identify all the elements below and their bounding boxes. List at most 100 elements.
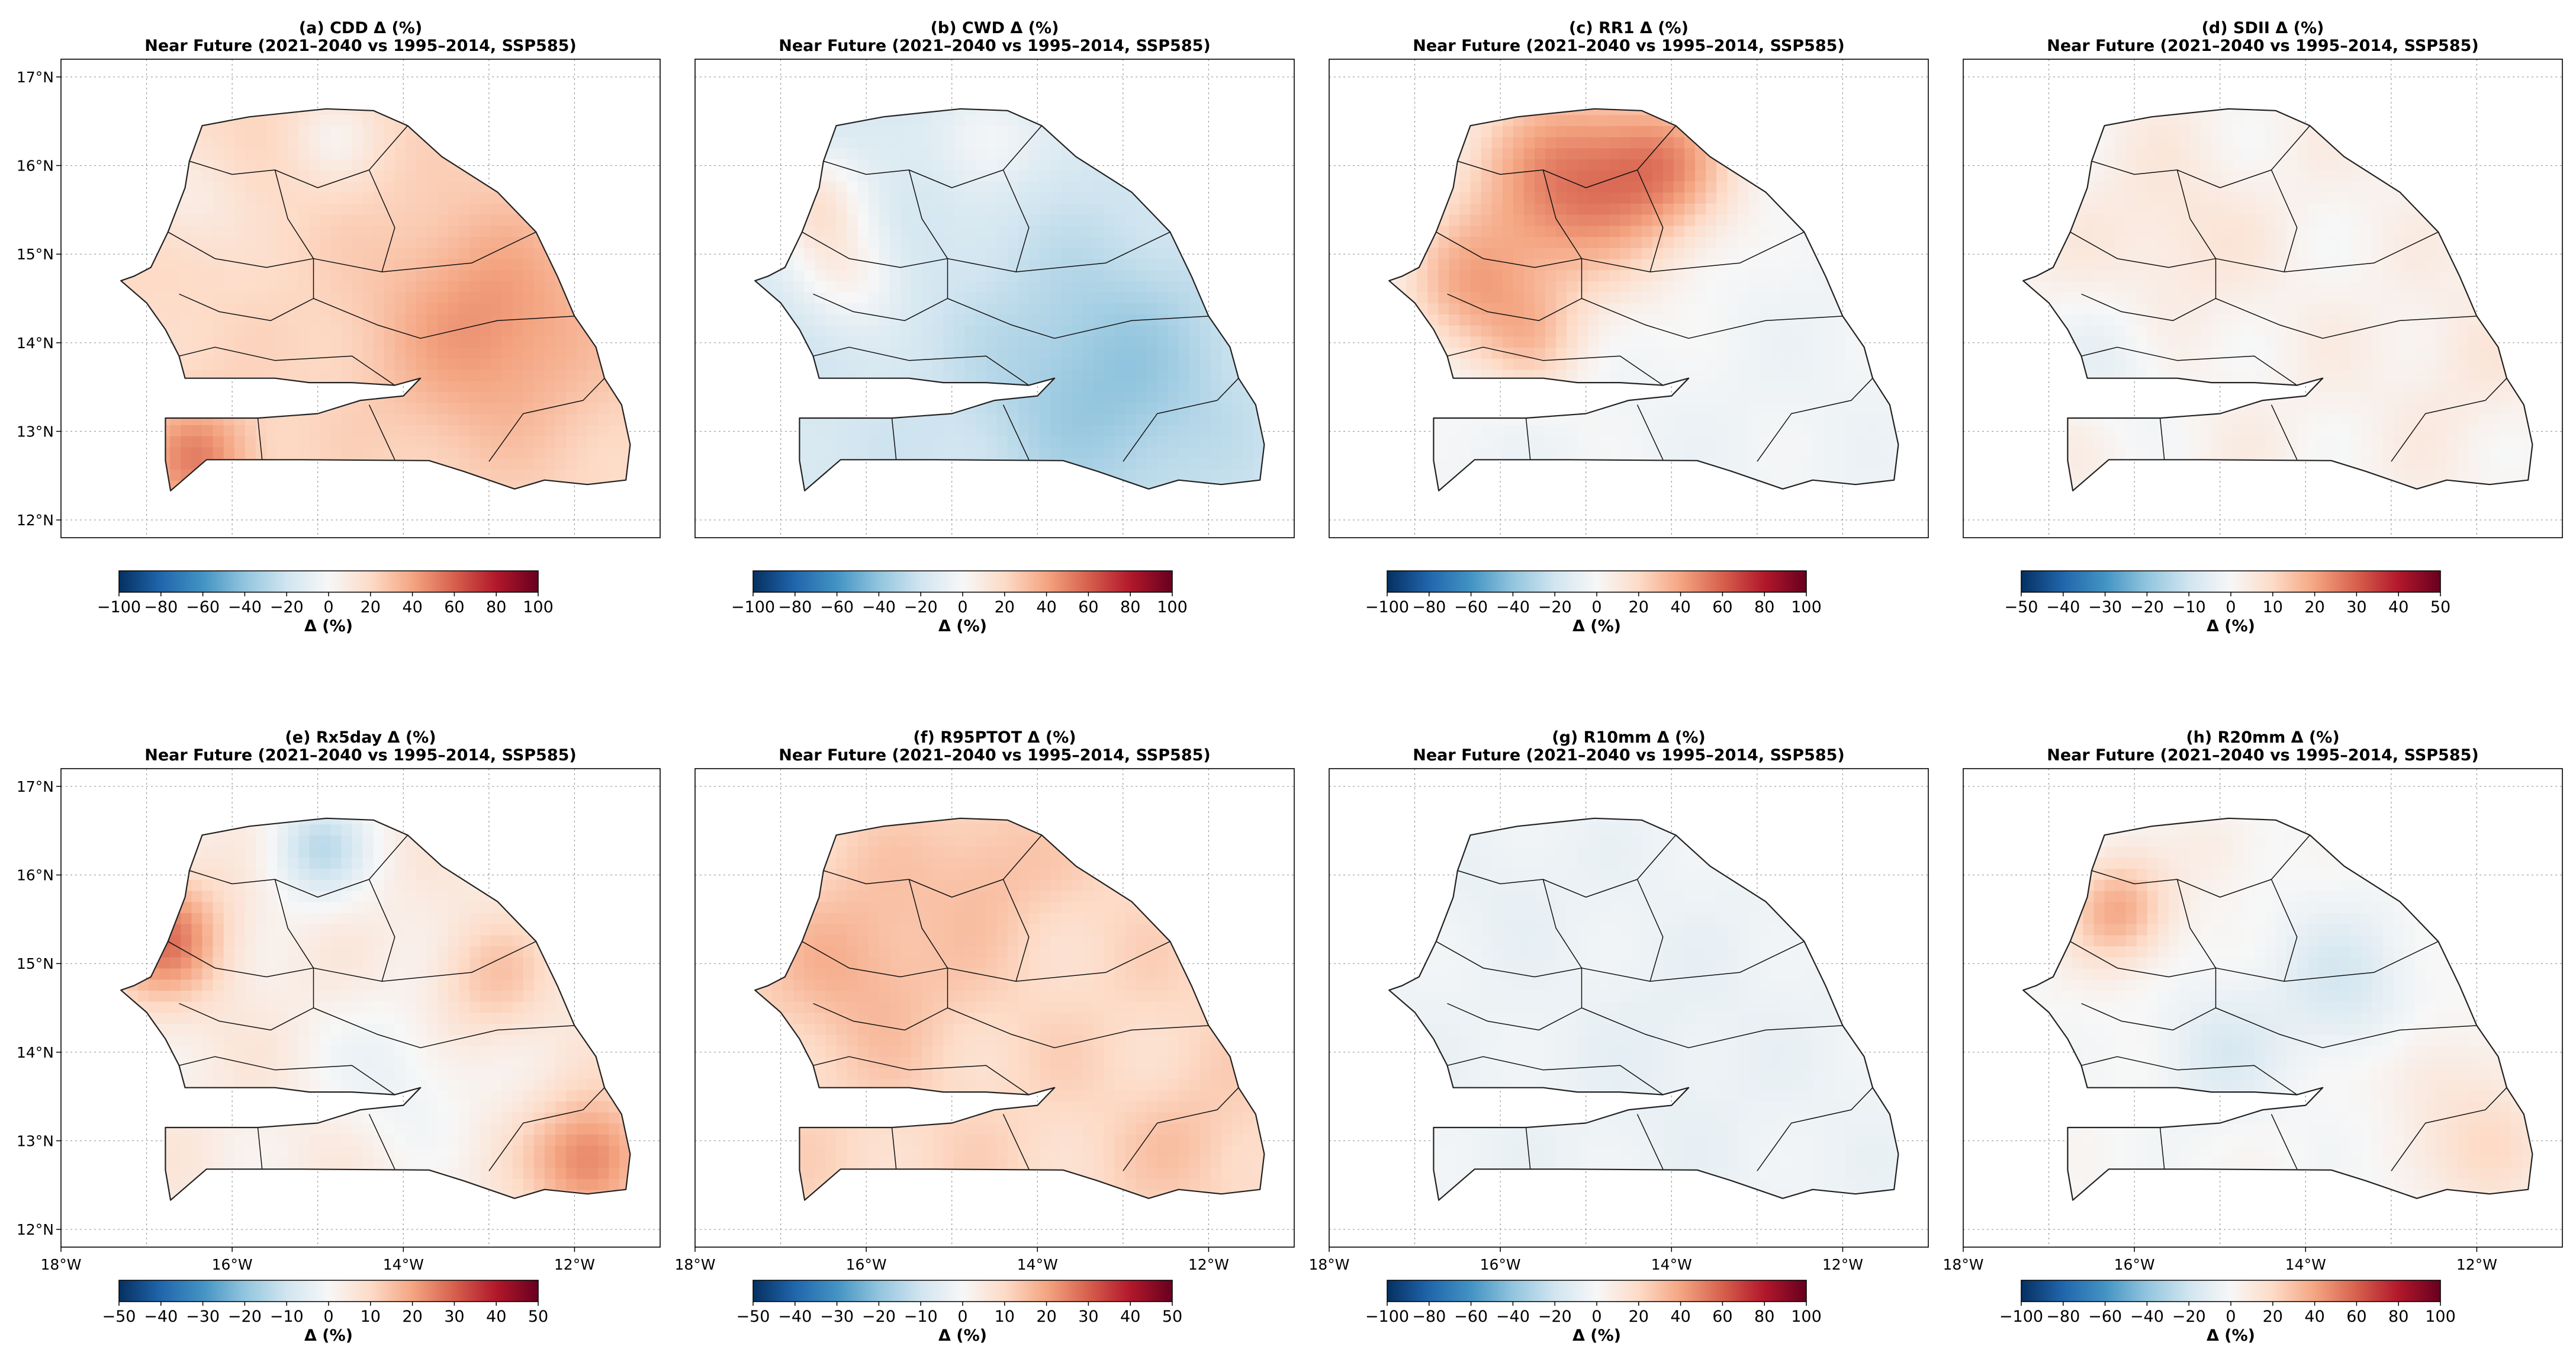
heatmap-cell [729, 391, 741, 403]
heatmap-cell [793, 203, 805, 215]
heatmap-cell [761, 380, 773, 392]
heatmap-cell [1577, 491, 1588, 503]
heatmap-cell [1082, 192, 1094, 204]
heatmap-cell [352, 159, 364, 171]
heatmap-cell [1609, 281, 1621, 293]
heatmap-cell [501, 269, 513, 281]
heatmap-cell [501, 458, 513, 470]
heatmap-cell [138, 425, 149, 436]
heatmap-cell [1406, 170, 1417, 182]
heatmap-cell [1406, 314, 1417, 326]
heatmap-cell [1523, 236, 1535, 248]
heatmap-cell [1491, 480, 1503, 491]
heatmap-cell [740, 115, 751, 127]
heatmap-cell [202, 358, 214, 370]
heatmap-cell [416, 446, 427, 459]
heatmap-cell [1211, 203, 1222, 215]
heatmap-cell [825, 236, 837, 248]
heatmap-cell [755, 391, 762, 403]
heatmap-cell [1028, 480, 1040, 491]
heatmap-cell [1189, 380, 1201, 392]
heatmap-cell [438, 358, 449, 370]
heatmap-cell [394, 126, 406, 137]
heatmap-cell [1523, 269, 1535, 281]
heatmap-cell [106, 159, 117, 171]
heatmap-cell [1389, 469, 1396, 481]
heatmap-cell [544, 281, 556, 293]
heatmap-cell [1114, 236, 1126, 248]
heatmap-cell [288, 336, 299, 348]
heatmap-cell [1093, 336, 1105, 348]
heatmap-cell [95, 414, 107, 426]
heatmap-cell [847, 303, 858, 314]
heatmap-cell [619, 314, 631, 326]
heatmap-cell [1264, 137, 1275, 149]
heatmap-cell [761, 214, 773, 226]
heatmap-cell [362, 380, 374, 392]
heatmap-cell [729, 425, 741, 436]
heatmap-cell [1481, 291, 1493, 304]
heatmap-cell [1028, 347, 1040, 359]
heatmap-cell [1642, 92, 1653, 104]
heatmap-cell [630, 358, 641, 370]
heatmap-cell [330, 425, 342, 436]
heatmap-cell [1050, 192, 1062, 204]
heatmap-cell [619, 435, 631, 448]
heatmap-cell [1620, 303, 1632, 314]
heatmap-cell [1200, 181, 1211, 193]
heatmap-cell [836, 170, 848, 182]
heatmap-cell [352, 425, 364, 436]
heatmap-cell [804, 170, 816, 182]
heatmap-cell [352, 225, 364, 237]
heatmap-cell [352, 192, 364, 204]
heatmap-cell [1275, 414, 1287, 426]
heatmap-cell [889, 281, 901, 293]
heatmap-cell [609, 92, 620, 104]
heatmap-cell [192, 491, 203, 503]
heatmap-cell [1481, 391, 1493, 403]
heatmap-cell [181, 380, 192, 392]
heatmap-cell [641, 236, 652, 248]
heatmap-cell [1577, 258, 1589, 271]
heatmap-cell [1470, 248, 1482, 259]
heatmap-cell [1275, 248, 1287, 259]
heatmap-cell [106, 391, 117, 403]
heatmap-cell [545, 491, 556, 503]
heatmap-cell [555, 458, 567, 470]
heatmap-cell [609, 236, 620, 248]
heatmap-cell [1406, 380, 1417, 392]
heatmap-cell [804, 181, 816, 193]
heatmap-cell [577, 181, 588, 193]
heatmap-cell [523, 347, 535, 359]
heatmap-cell [416, 291, 427, 304]
heatmap-cell [1189, 358, 1201, 370]
heatmap-cell [1018, 369, 1030, 381]
lat-tick-label: 16°N [17, 158, 54, 175]
heatmap-cell [729, 336, 741, 348]
heatmap-cell [555, 435, 567, 448]
heatmap-cell [159, 391, 171, 403]
heatmap-cell [755, 358, 762, 370]
heatmap-cell [740, 469, 751, 481]
heatmap-cell [825, 336, 837, 348]
heatmap-cell [121, 303, 128, 314]
heatmap-cell [352, 369, 364, 381]
heatmap-cell [1641, 435, 1653, 448]
heatmap-cell [889, 380, 901, 392]
heatmap-cell [577, 258, 588, 271]
heatmap-cell [234, 225, 246, 237]
heatmap-cell [857, 214, 869, 226]
heatmap-cell [1039, 446, 1051, 459]
heatmap-cell [879, 92, 890, 104]
heatmap-cell [751, 92, 762, 104]
heatmap-cell [825, 425, 837, 436]
heatmap-cell [943, 446, 955, 459]
heatmap-cell [533, 281, 545, 293]
heatmap-cell [1556, 491, 1567, 503]
heatmap-cell [106, 403, 117, 415]
heatmap-cell [405, 236, 417, 248]
heatmap-cell [1513, 181, 1525, 193]
heatmap-cell [868, 325, 880, 337]
heatmap-cell [277, 147, 288, 160]
heatmap-cell [106, 370, 117, 381]
